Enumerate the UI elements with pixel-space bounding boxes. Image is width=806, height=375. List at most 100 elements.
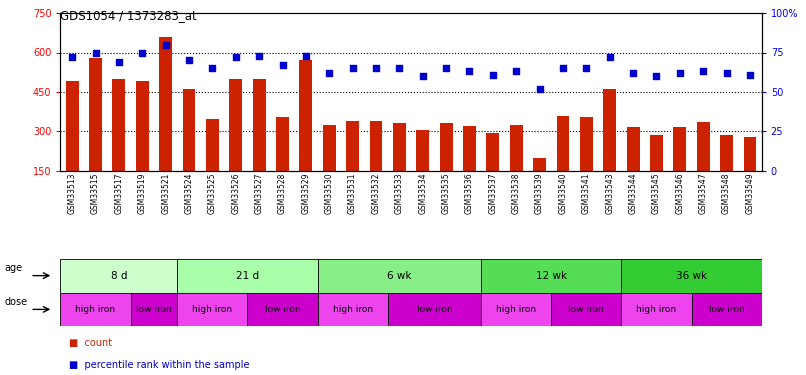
Bar (136, 81, 148, 171)
Text: GSM33526: GSM33526 (231, 172, 240, 214)
Bar (160, 37, 172, 171)
Bar (487, 133, 499, 171)
Bar (557, 116, 569, 171)
Text: GSM33544: GSM33544 (629, 172, 638, 214)
Text: GSM33533: GSM33533 (395, 172, 404, 214)
Point (486, 72, 499, 78)
Text: GSM33515: GSM33515 (91, 172, 100, 214)
Text: GSM33517: GSM33517 (114, 172, 123, 214)
Bar (177, 292, 247, 326)
Text: age: age (5, 263, 23, 273)
Bar (370, 121, 382, 171)
Text: GDS1054 / 1373283_at: GDS1054 / 1373283_at (60, 9, 197, 22)
Text: low iron: low iron (136, 305, 172, 314)
Bar (534, 158, 546, 171)
Bar (650, 135, 663, 171)
Point (673, 70, 686, 76)
Point (206, 65, 218, 71)
Text: GSM33549: GSM33549 (746, 172, 754, 214)
Bar (66, 81, 78, 171)
Text: 36 wk: 36 wk (676, 271, 707, 280)
Point (299, 53, 312, 58)
Text: GSM33535: GSM33535 (442, 172, 451, 214)
Bar (580, 117, 592, 171)
Text: GSM33541: GSM33541 (582, 172, 591, 214)
Bar (388, 292, 481, 326)
Text: 8 d: 8 d (110, 271, 127, 280)
Bar (721, 135, 733, 171)
Text: GSM33547: GSM33547 (699, 172, 708, 214)
Point (159, 42, 172, 48)
Point (439, 65, 452, 71)
Bar (604, 89, 616, 171)
Bar (621, 259, 762, 292)
Point (65, 54, 78, 60)
Text: GSM33524: GSM33524 (185, 172, 193, 214)
Bar (206, 119, 218, 171)
Text: GSM33538: GSM33538 (512, 172, 521, 214)
Text: low iron: low iron (568, 305, 604, 314)
Point (416, 73, 429, 79)
Text: ■  percentile rank within the sample: ■ percentile rank within the sample (69, 360, 249, 370)
Text: GSM33528: GSM33528 (278, 172, 287, 214)
Text: high iron: high iron (496, 305, 536, 314)
Text: GSM33543: GSM33543 (605, 172, 614, 214)
Bar (551, 292, 621, 326)
Bar (393, 123, 405, 171)
Text: GSM33537: GSM33537 (488, 172, 497, 214)
Bar (510, 124, 522, 171)
Point (322, 70, 335, 76)
Text: 6 wk: 6 wk (387, 271, 412, 280)
Text: GSM33529: GSM33529 (301, 172, 310, 214)
Bar (230, 79, 242, 171)
Text: GSM33545: GSM33545 (652, 172, 661, 214)
Text: low iron: low iron (417, 305, 452, 314)
Point (603, 54, 616, 60)
Bar (177, 259, 318, 292)
Text: 21 d: 21 d (236, 271, 259, 280)
Text: GSM33521: GSM33521 (161, 172, 170, 214)
Text: high iron: high iron (637, 305, 676, 314)
Text: high iron: high iron (333, 305, 372, 314)
Text: ■  count: ■ count (69, 338, 112, 348)
Bar (440, 123, 452, 171)
Bar (253, 79, 265, 171)
Point (696, 68, 709, 74)
Bar (89, 58, 102, 171)
Point (182, 57, 195, 63)
Text: GSM33519: GSM33519 (138, 172, 147, 214)
Text: low iron: low iron (708, 305, 745, 314)
Bar (627, 128, 639, 171)
Bar (481, 259, 621, 292)
Bar (697, 122, 709, 171)
Text: GSM33527: GSM33527 (255, 172, 264, 214)
Bar (318, 259, 481, 292)
Point (720, 70, 733, 76)
Text: GSM33532: GSM33532 (372, 172, 380, 214)
Point (556, 65, 569, 71)
Bar (674, 128, 686, 171)
Point (276, 62, 289, 68)
Point (650, 73, 663, 79)
Bar (113, 79, 125, 171)
Text: GSM33546: GSM33546 (675, 172, 684, 214)
Text: GSM33548: GSM33548 (722, 172, 731, 214)
Point (229, 54, 242, 60)
Bar (318, 292, 388, 326)
Point (346, 65, 359, 71)
Text: low iron: low iron (264, 305, 301, 314)
Point (509, 68, 522, 74)
Point (743, 72, 756, 78)
Bar (621, 292, 692, 326)
Text: GSM33540: GSM33540 (559, 172, 567, 214)
Text: high iron: high iron (76, 305, 115, 314)
Bar (417, 130, 429, 171)
Bar (247, 292, 318, 326)
Text: dose: dose (5, 297, 28, 307)
Bar (347, 121, 359, 171)
Point (580, 65, 592, 71)
Text: GSM33539: GSM33539 (535, 172, 544, 214)
Text: GSM33513: GSM33513 (68, 172, 77, 214)
Text: GSM33531: GSM33531 (348, 172, 357, 214)
Point (135, 50, 148, 55)
